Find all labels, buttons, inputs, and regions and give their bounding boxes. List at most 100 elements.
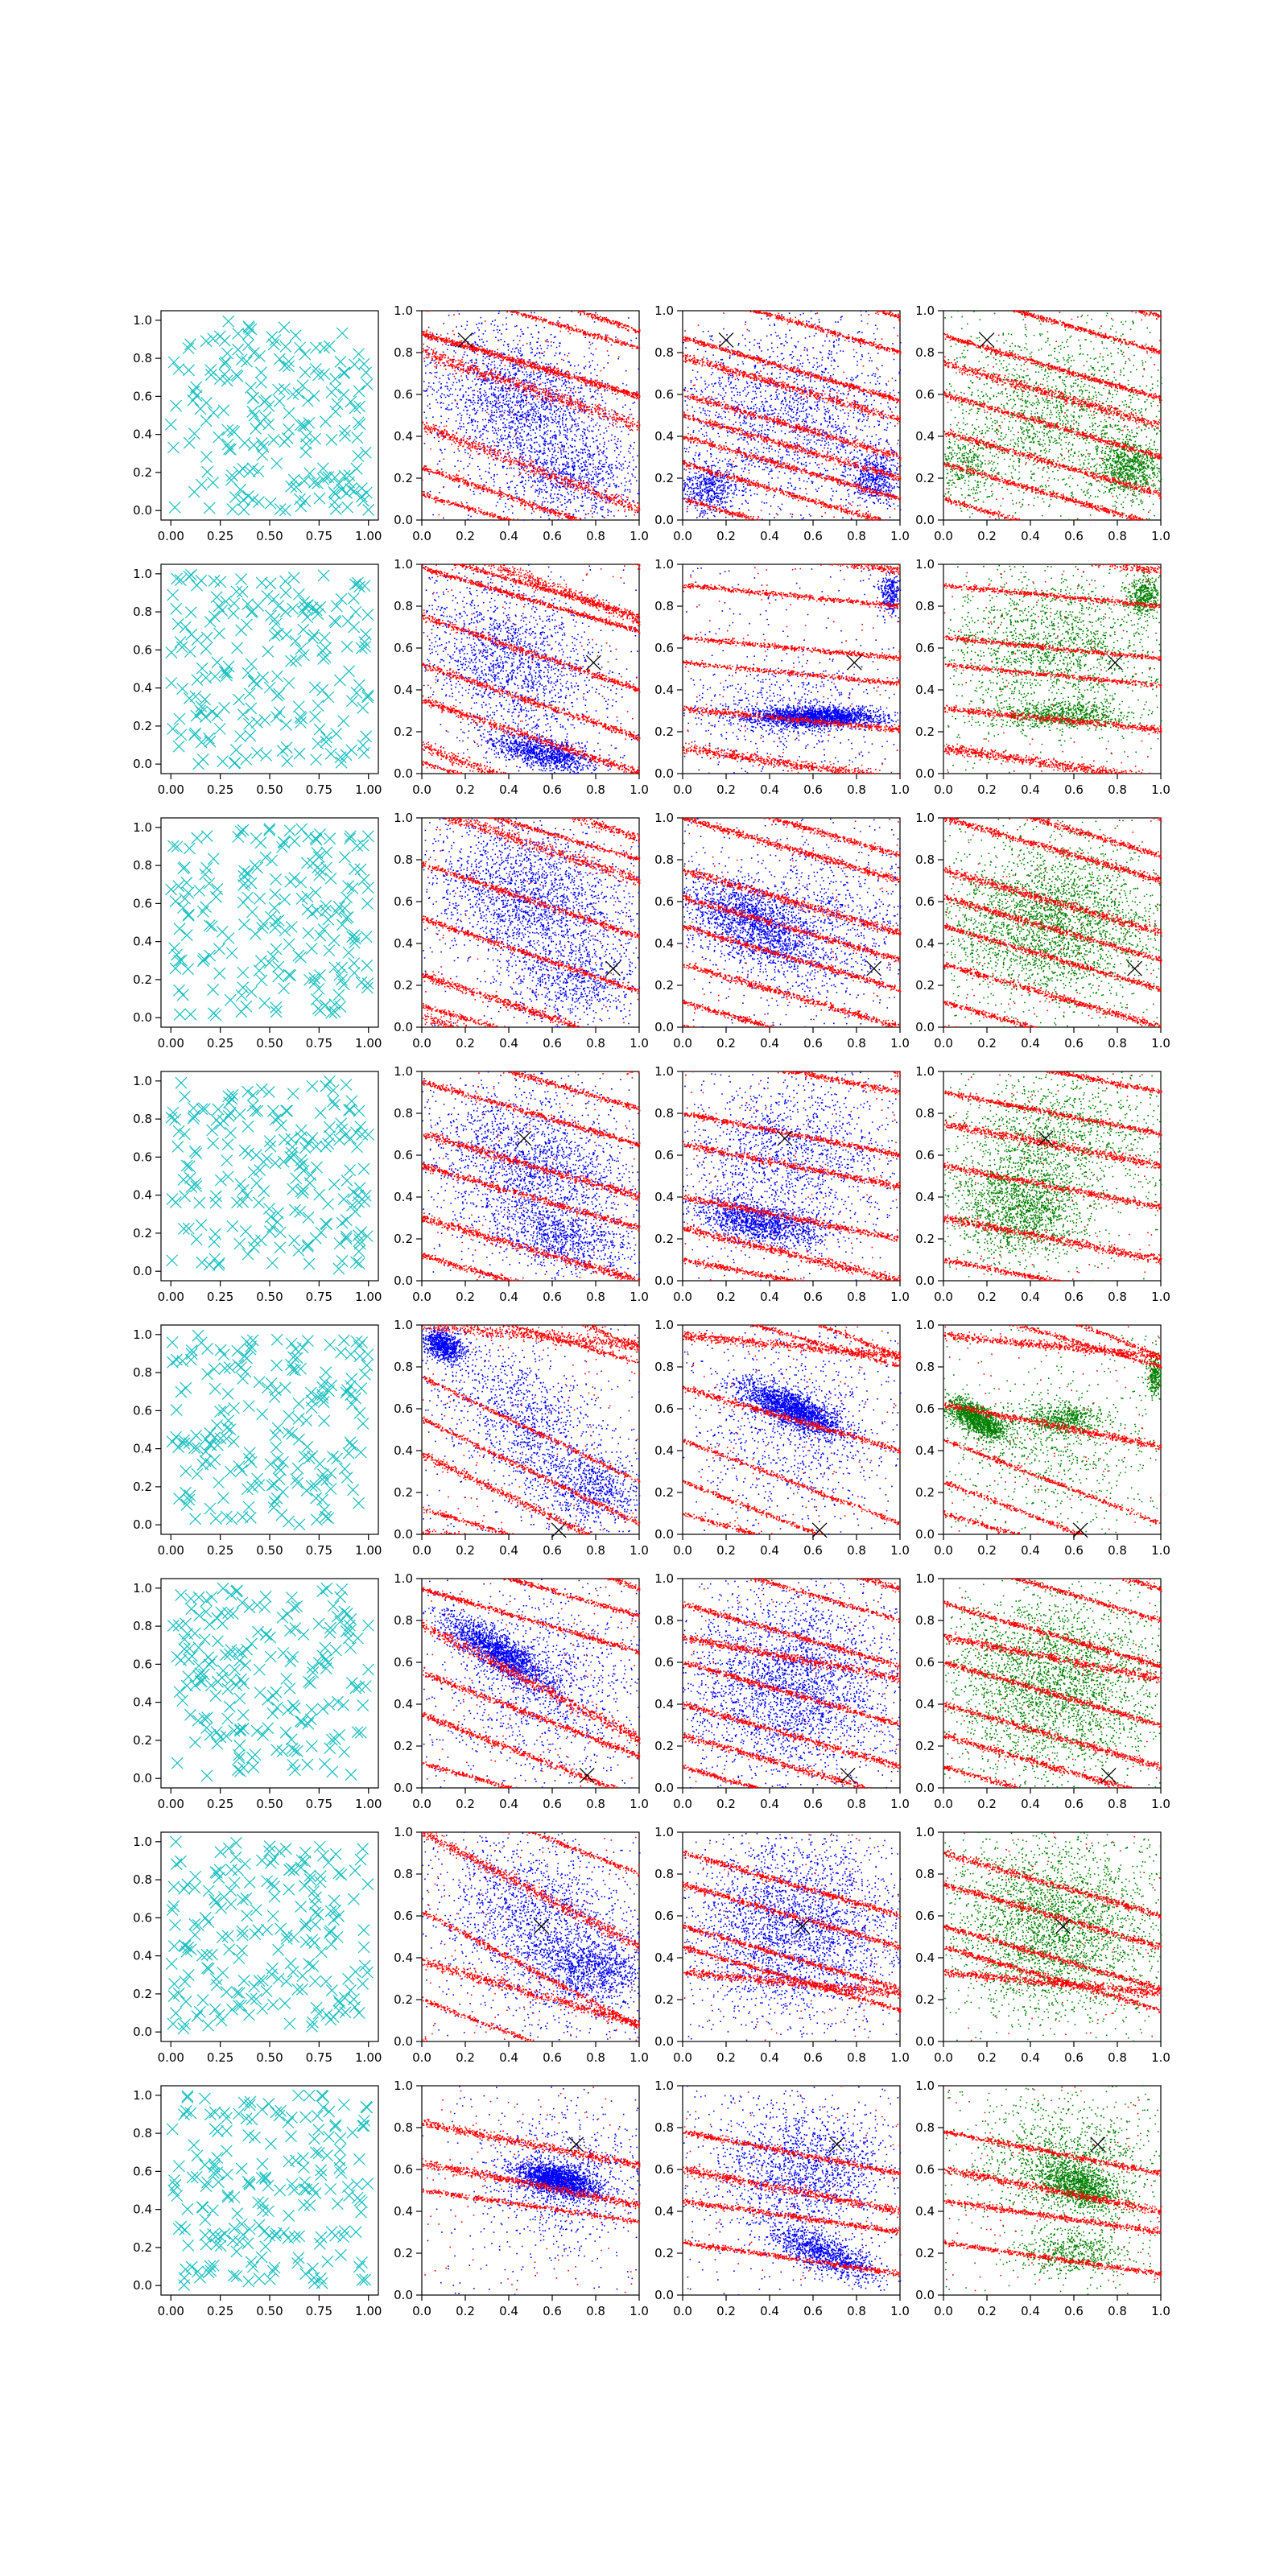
data-point-x-marker xyxy=(177,902,189,914)
y-tick-label: 0.0 xyxy=(654,2288,674,2302)
y-tick-label: 0.6 xyxy=(394,1909,413,1923)
axes-frame-r4c2 xyxy=(682,1324,901,1535)
data-point-x-marker xyxy=(249,2131,261,2144)
data-point-x-marker xyxy=(208,1236,221,1249)
y-tick-label: 0.4 xyxy=(654,429,674,444)
data-point-x-marker xyxy=(269,915,282,928)
y-tick-label: 0.0 xyxy=(654,766,674,781)
data-point-x-marker xyxy=(329,1904,342,1917)
data-point-x-marker xyxy=(225,1092,238,1105)
stripe-series-r1c2 xyxy=(683,564,902,774)
data-point-x-marker xyxy=(203,1258,216,1271)
data-point-x-marker xyxy=(250,1724,263,1737)
data-point-x-marker xyxy=(201,2176,213,2189)
data-point-x-marker xyxy=(178,1128,191,1141)
data-point-x-marker xyxy=(311,847,324,860)
y-tick-label: 0.0 xyxy=(394,766,413,781)
data-point-x-marker xyxy=(345,744,358,757)
data-point-x-marker xyxy=(332,1695,344,1708)
data-point-x-marker xyxy=(275,2104,287,2117)
y-tick-label: 0.6 xyxy=(654,1909,674,1923)
data-point-x-marker xyxy=(205,920,218,933)
data-point-x-marker xyxy=(242,2129,255,2141)
y-tick-label: 0.0 xyxy=(133,503,152,518)
x-tick-label: 0.25 xyxy=(207,1036,233,1051)
data-point-x-marker xyxy=(306,601,319,614)
data-point-x-marker xyxy=(293,2230,306,2243)
data-point-x-marker xyxy=(227,1435,240,1448)
data-point-x-marker xyxy=(234,730,247,743)
data-point-x-marker xyxy=(247,1761,260,1773)
data-point-x-marker xyxy=(345,1984,357,1996)
data-point-x-marker xyxy=(270,1333,283,1346)
data-point-x-marker xyxy=(279,924,291,937)
data-point-x-marker xyxy=(256,1408,269,1421)
x-tick-label: 0.25 xyxy=(207,1290,233,1304)
data-point-x-marker xyxy=(191,674,204,686)
data-point-x-marker xyxy=(355,1382,368,1395)
data-point-x-marker xyxy=(232,343,245,356)
data-point-x-marker xyxy=(342,1447,355,1459)
data-point-x-marker xyxy=(344,1436,357,1449)
y-tick-label: 0.6 xyxy=(915,1402,935,1416)
data-point-x-marker xyxy=(292,386,305,399)
data-point-x-marker xyxy=(270,1359,283,1372)
data-point-x-marker xyxy=(303,2199,316,2211)
data-point-x-marker xyxy=(269,2229,282,2242)
data-point-x-marker xyxy=(196,662,208,675)
data-point-x-marker xyxy=(270,1701,283,1714)
data-point-x-marker xyxy=(272,970,285,983)
data-point-x-marker xyxy=(189,1736,201,1748)
data-point-x-marker xyxy=(354,1446,367,1459)
stripe-series-r2c1 xyxy=(422,817,641,1028)
data-point-x-marker xyxy=(332,989,345,1001)
data-point-x-marker xyxy=(221,423,234,436)
data-point-x-marker xyxy=(356,2273,369,2286)
data-point-x-marker xyxy=(338,902,351,914)
data-point-x-marker xyxy=(167,1106,180,1119)
x-tick-label: 1.0 xyxy=(1151,1036,1170,1051)
data-point-x-marker xyxy=(232,1999,245,2012)
data-point-x-marker xyxy=(316,2277,328,2289)
x-tick-label: 1.0 xyxy=(890,529,910,543)
data-point-x-marker xyxy=(181,1628,194,1640)
data-point-x-marker xyxy=(336,1255,349,1267)
y-tick-label: 0.8 xyxy=(133,1365,152,1380)
data-point-x-marker xyxy=(351,1141,363,1154)
x-tick-label: 0.8 xyxy=(847,529,866,543)
axes-frame-r0c1 xyxy=(421,310,640,521)
x-tick-label: 0.6 xyxy=(803,1290,823,1304)
y-tick-label: 0.6 xyxy=(654,1148,674,1162)
data-point-x-marker xyxy=(211,709,224,722)
data-point-x-marker xyxy=(217,404,230,417)
data-point-x-marker xyxy=(300,1414,313,1427)
data-point-x-marker xyxy=(185,1344,198,1357)
data-point-x-marker xyxy=(264,1650,277,1663)
y-tick-label: 0.4 xyxy=(654,2204,674,2219)
data-point-x-marker xyxy=(221,1154,233,1167)
data-point-x-marker xyxy=(332,1867,345,1880)
data-point-x-marker xyxy=(357,739,369,752)
data-point-x-marker xyxy=(242,2275,255,2288)
y-tick-label: 0.2 xyxy=(915,978,935,993)
data-point-x-marker xyxy=(170,399,182,412)
x-tick-label: 0.25 xyxy=(207,529,233,543)
data-point-x-marker xyxy=(200,830,213,843)
data-point-x-marker xyxy=(361,2178,374,2190)
data-point-x-marker xyxy=(264,1458,277,1471)
data-point-x-marker xyxy=(231,2207,244,2220)
data-point-x-marker xyxy=(200,1948,213,1961)
data-point-x-marker xyxy=(210,1979,223,1992)
data-point-x-marker xyxy=(353,2007,365,2019)
data-point-x-marker xyxy=(344,1132,357,1145)
data-point-x-marker xyxy=(220,1986,233,1999)
x-tick-label: 0.2 xyxy=(716,1290,736,1304)
data-point-x-marker xyxy=(239,1659,252,1671)
data-point-x-marker xyxy=(310,2001,323,2014)
data-point-x-marker xyxy=(303,1177,316,1190)
data-point-x-marker xyxy=(248,409,261,422)
data-point-x-marker xyxy=(190,1180,203,1193)
data-point-x-marker xyxy=(242,1085,254,1098)
data-point-x-marker xyxy=(326,1765,339,1778)
data-point-x-marker xyxy=(347,1893,360,1905)
